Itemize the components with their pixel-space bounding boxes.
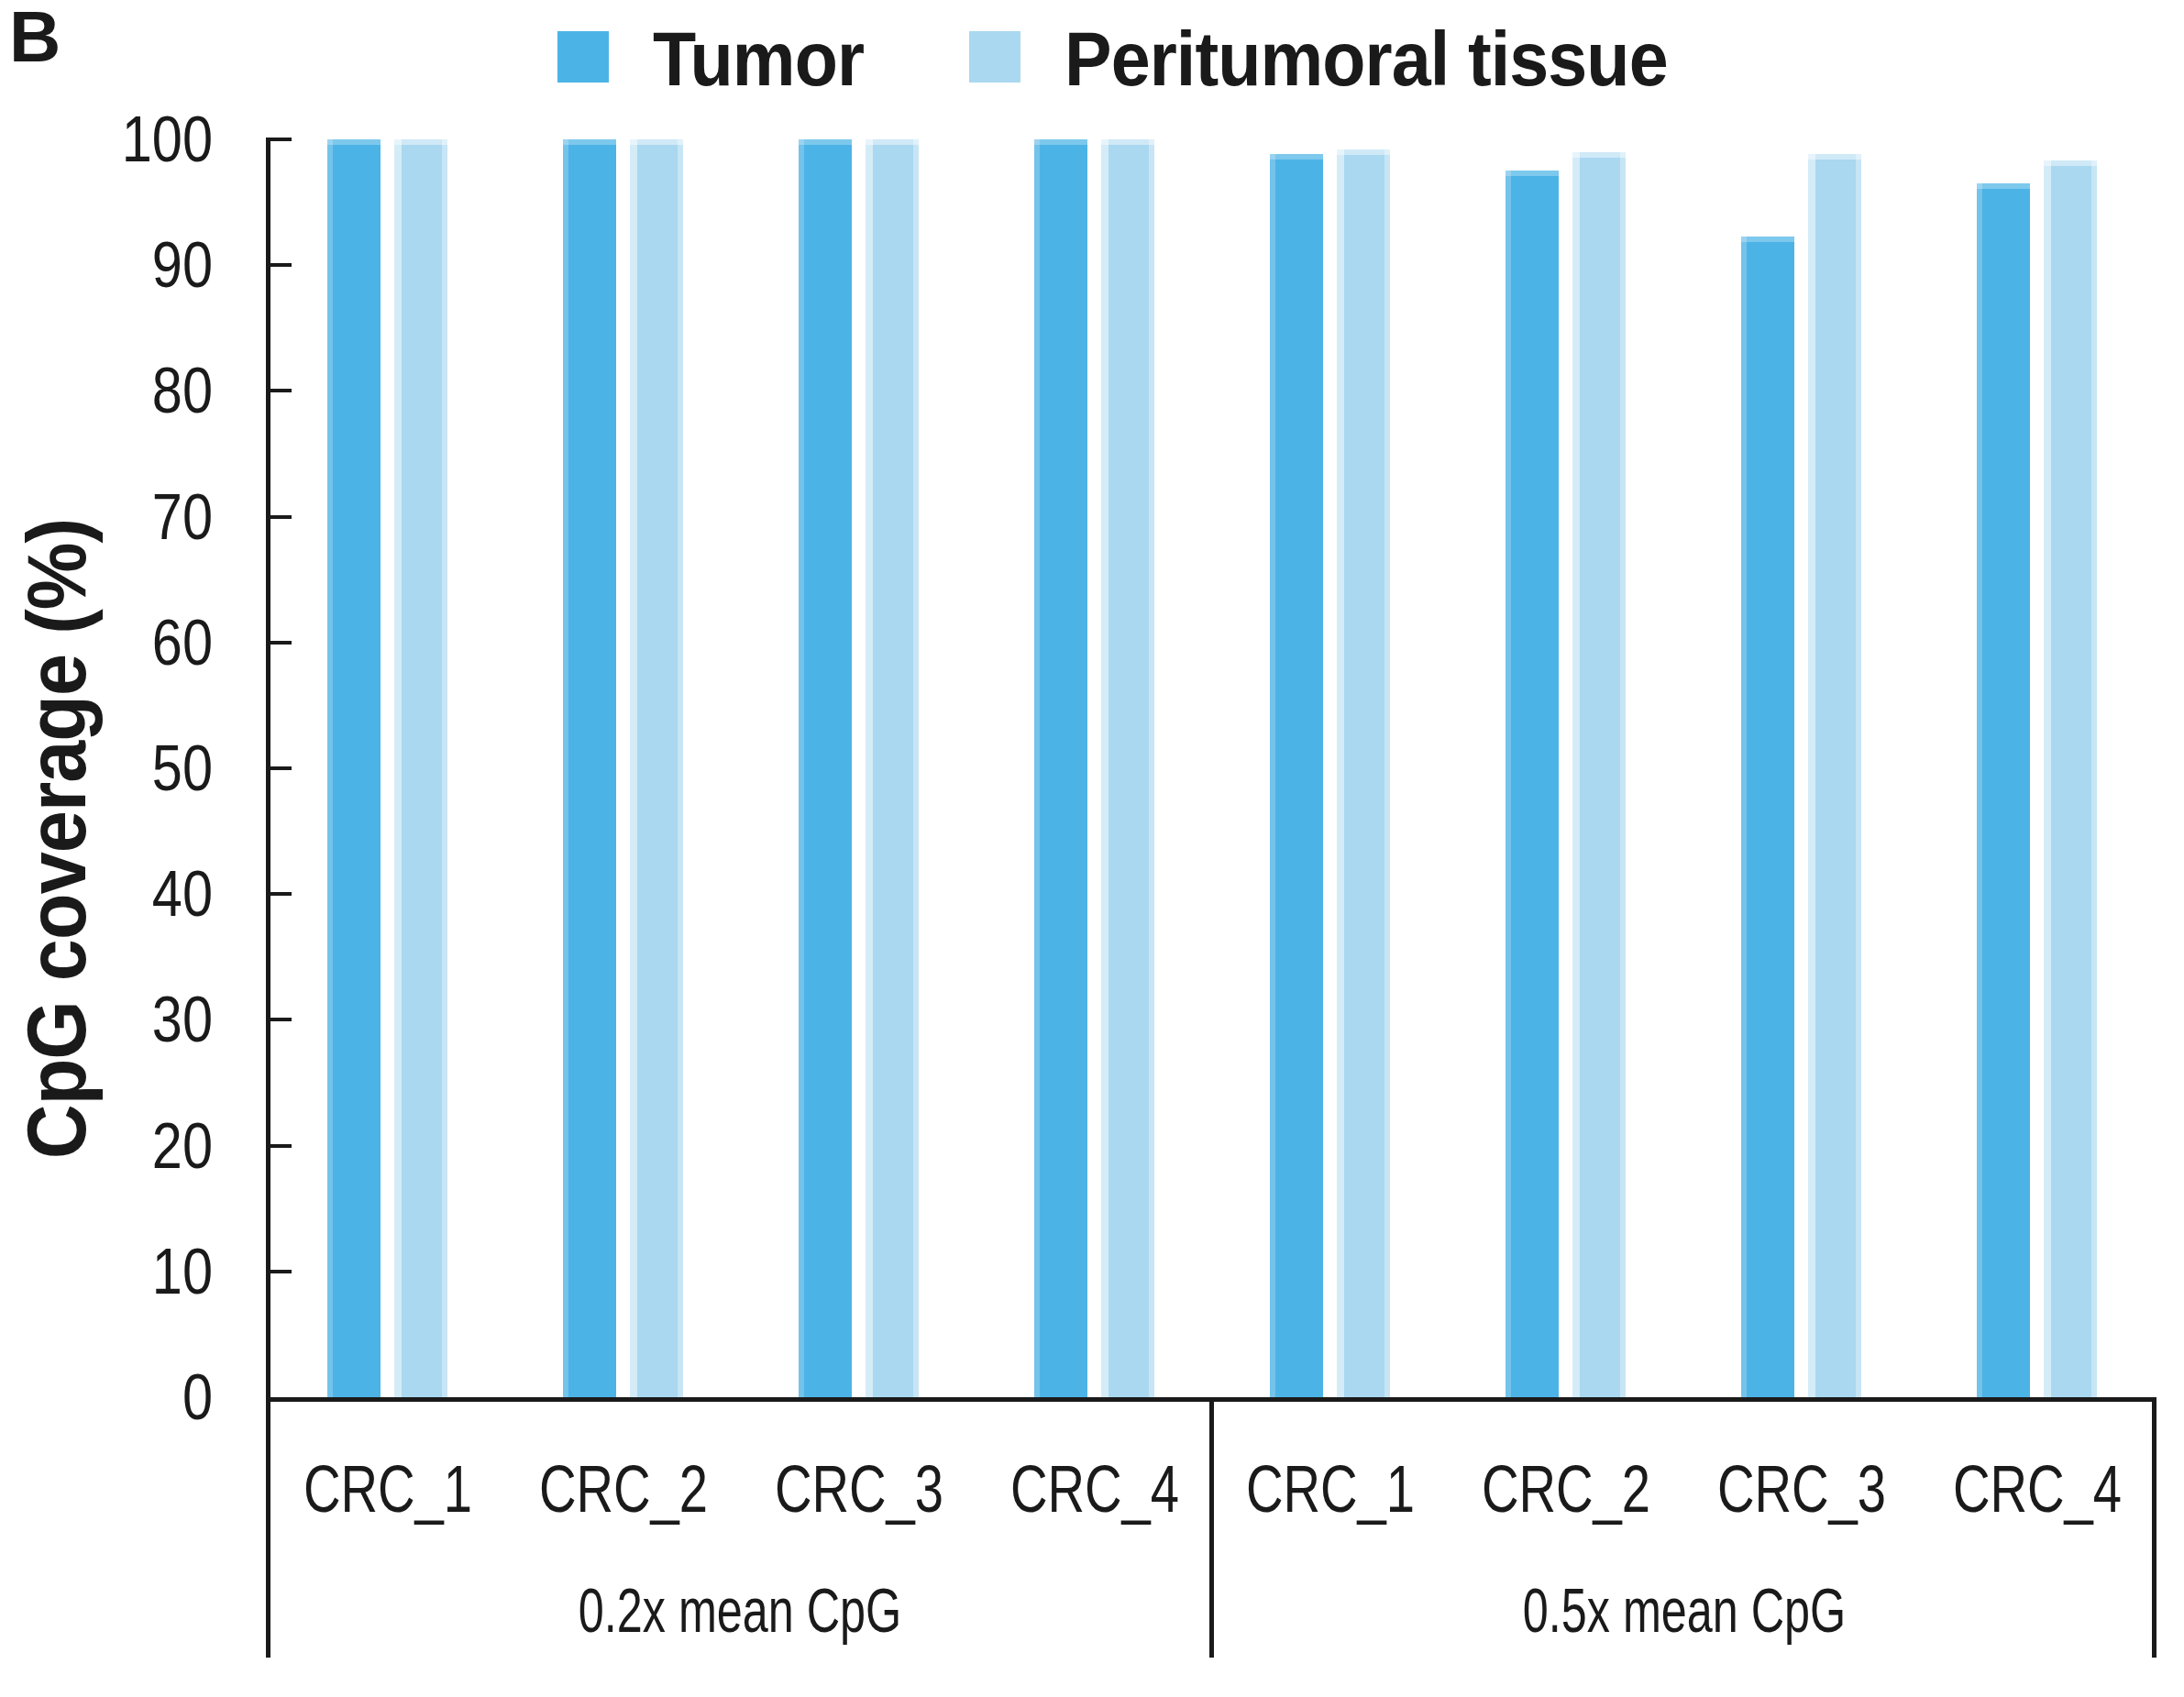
bar-0.5x-CRC_2-peritumoral [1572, 152, 1626, 1397]
y-axis-tick [270, 1270, 292, 1273]
category-label: CRC_2 [1481, 1456, 1649, 1522]
legend-label-peritumoral: Peritumoral tissue [1064, 20, 1668, 97]
category-label: CRC_3 [774, 1456, 943, 1522]
y-axis-tick [270, 1018, 292, 1021]
bar-0.5x-CRC_2-tumor [1506, 171, 1559, 1397]
y-axis-tick [270, 389, 292, 392]
bar-0.2x-CRC_3-tumor [799, 139, 852, 1397]
y-axis-tick-label: 100 [32, 107, 213, 171]
y-axis-tick-label: 40 [32, 862, 213, 926]
y-axis-tick [270, 138, 292, 141]
panel-label: B [9, 0, 61, 75]
bar-0.2x-CRC_2-peritumoral [630, 139, 683, 1397]
bar-0.2x-CRC_1-tumor [327, 139, 381, 1397]
bar-0.2x-CRC_4-peritumoral [1101, 139, 1154, 1397]
category-label: CRC_1 [303, 1456, 471, 1522]
y-axis-tick-label: 20 [32, 1114, 213, 1178]
y-axis-tick [270, 641, 292, 645]
y-axis-tick-label: 80 [32, 358, 213, 423]
category-label: CRC_2 [538, 1456, 707, 1522]
category-label: CRC_1 [1245, 1456, 1414, 1522]
group-divider-line [1209, 1397, 1214, 1658]
group-label: 0.2x mean CpG [579, 1579, 901, 1641]
y-axis-line [266, 138, 270, 1658]
bar-0.5x-CRC_4-peritumoral [2044, 160, 2097, 1397]
y-axis-tick-label: 30 [32, 987, 213, 1052]
category-label: CRC_3 [1716, 1456, 1885, 1522]
legend-label-tumor: Tumor [653, 20, 864, 97]
y-axis-tick-label: 90 [32, 233, 213, 297]
category-label: CRC_4 [1952, 1456, 2121, 1522]
bar-0.5x-CRC_4-tumor [1977, 183, 2030, 1397]
y-axis-tick [270, 1144, 292, 1148]
y-axis-tick-label: 0 [32, 1365, 213, 1429]
bar-0.2x-CRC_4-tumor [1034, 139, 1087, 1397]
y-axis-tick-label: 10 [32, 1240, 213, 1304]
bar-0.2x-CRC_1-peritumoral [394, 139, 447, 1397]
figure-panel-b: B Tumor Peritumoral tissue CpG coverage … [0, 0, 2184, 1697]
legend-swatch-peritumoral-icon [969, 31, 1020, 83]
y-axis-tick-label: 50 [32, 736, 213, 800]
bar-0.2x-CRC_3-peritumoral [866, 139, 919, 1397]
bar-0.5x-CRC_3-peritumoral [1808, 154, 1861, 1397]
y-axis-tick [270, 766, 292, 770]
group-label: 0.5x mean CpG [1523, 1579, 1846, 1641]
bar-0.2x-CRC_2-tumor [563, 139, 616, 1397]
bar-0.5x-CRC_1-peritumoral [1337, 149, 1390, 1397]
y-axis-tick [270, 892, 292, 896]
bar-0.5x-CRC_1-tumor [1270, 154, 1323, 1397]
category-box-right-line [2152, 1397, 2156, 1658]
category-label: CRC_4 [1009, 1456, 1178, 1522]
bar-0.5x-CRC_3-tumor [1741, 237, 1794, 1397]
legend-swatch-tumor-icon [557, 31, 609, 83]
y-axis-tick-label: 60 [32, 611, 213, 675]
y-axis-tick [270, 263, 292, 267]
y-axis-tick [270, 515, 292, 519]
y-axis-tick-label: 70 [32, 485, 213, 549]
